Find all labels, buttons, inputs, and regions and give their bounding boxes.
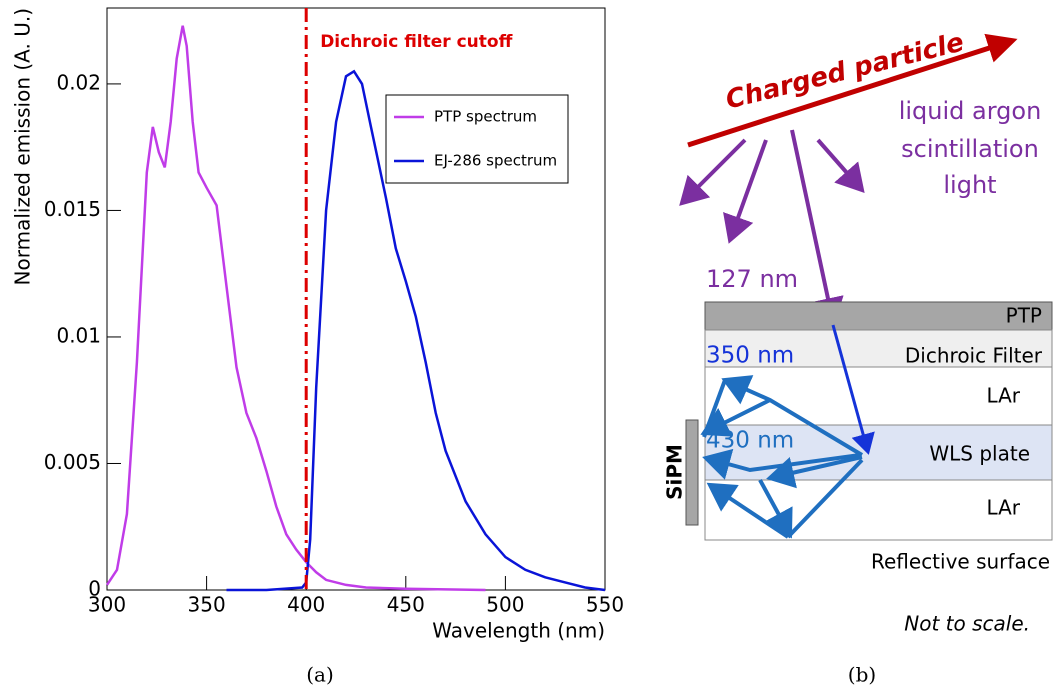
sipm-label: SiPM [663,444,687,500]
photon-arrow [766,455,863,489]
series-line [226,69,606,592]
x-tick-label: 400 [287,593,325,617]
caption: (a) [306,663,334,687]
x-tick-label: 550 [586,593,624,617]
photon-arrow [700,398,771,437]
layer [704,329,1053,368]
photon-arrow [679,138,747,206]
y-tick-label: 0.015 [44,197,101,221]
layer-label: WLS plate [929,442,1030,466]
scint-label: scintillation [901,135,1039,163]
scint-label: light [943,171,996,199]
x-tick-label: 450 [387,593,425,617]
photon-arrow [816,138,865,194]
layer-label: LAr [986,496,1020,520]
sipm [685,419,699,526]
diagram: Charged particle liquid argon scintillat… [663,27,1053,636]
note: Not to scale. [904,612,1030,636]
wavelength-label: 350 nm [706,343,794,369]
legend-box [385,94,569,184]
photon-arrow [786,458,864,539]
x-tick-label: 350 [188,593,226,617]
photon-arrow [702,448,861,480]
plot-frame [106,7,606,591]
y-tick-label: 0.02 [56,70,101,94]
photon-arrow [790,129,844,326]
layer [704,424,1053,481]
y-tick-label: 0.005 [44,450,101,474]
photon-arrow [723,139,768,244]
photon-arrow [831,324,875,455]
layer-label: Dichroic Filter [905,344,1043,368]
x-tick-label: 300 [88,593,126,617]
x-axis-label: Wavelength (nm) [432,619,605,643]
series-line [105,25,486,592]
photon-arrow [758,479,793,539]
layer [704,479,1053,541]
particle-arrow [687,33,1018,148]
caption: (b) [848,663,876,687]
x-tick-label: 500 [486,593,524,617]
wavelength-label: 127 nm [706,265,798,293]
cutoff-label: Dichroic filter cutoff [320,32,512,52]
wavelength-label: 430 nm [706,428,794,454]
layer [704,301,1053,331]
y-axis-label: Normalized emission (A. U.) [11,8,35,285]
plot: 300 350 400 450 500 550 0 0.005 0.01 0.015 0.02 Wav… [11,7,624,643]
reflector-label: Reflective surface [871,550,1050,574]
legend-label: EJ-286 spectrum [434,152,557,170]
y-tick-label: 0.01 [56,323,101,347]
layer-label: LAr [986,384,1020,408]
layer-label: PTP [1006,304,1042,328]
y-tick-label: 0 [88,577,101,601]
legend-label: PTP spectrum [434,108,537,126]
scint-label: liquid argon [899,97,1042,125]
